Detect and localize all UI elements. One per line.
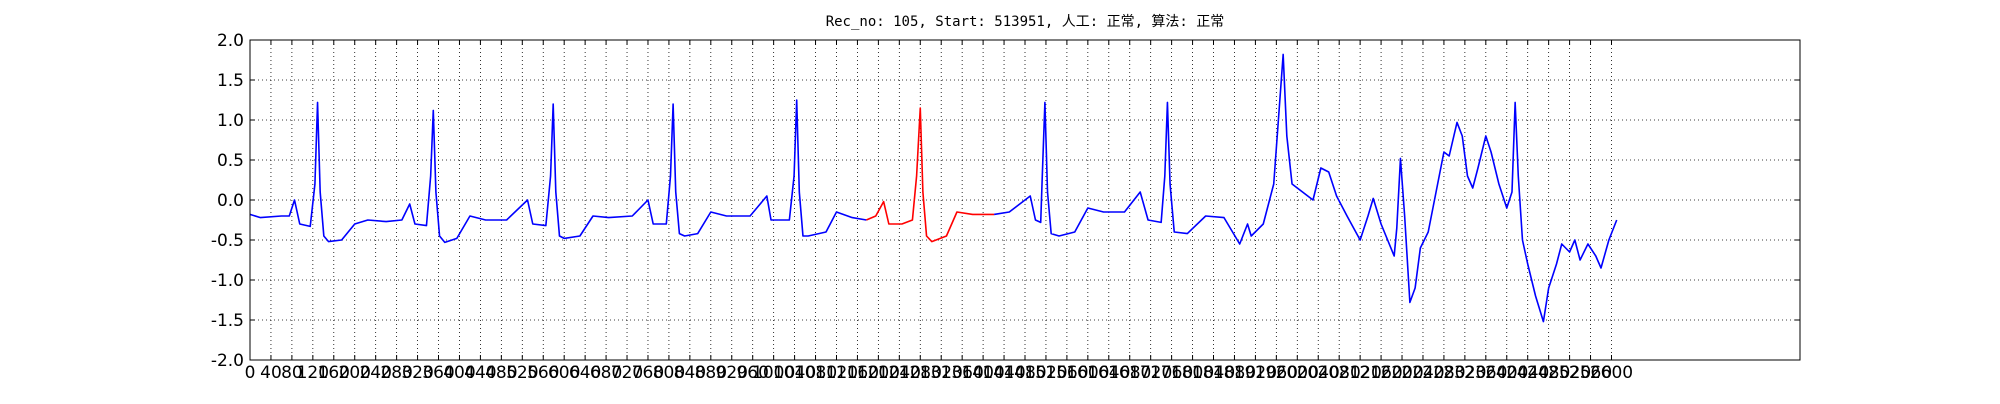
- x-tick-label: 2240: [1401, 363, 1444, 383]
- y-tick-label: 0.5: [217, 151, 244, 171]
- x-tick-label: 1160: [836, 363, 879, 383]
- x-tick-label: 2440: [1506, 363, 1549, 383]
- x-tick-label: 2360: [1464, 363, 1507, 383]
- y-tick-label: -1.0: [211, 271, 244, 291]
- x-tick-label: 560: [527, 363, 559, 383]
- x-tick-label: 2000: [1276, 363, 1319, 383]
- x-tick-label: 1200: [857, 363, 900, 383]
- x-tick-label: 2160: [1359, 363, 1402, 383]
- x-tick-label: 1760: [1150, 363, 1193, 383]
- x-tick-label: 1520: [1024, 363, 1067, 383]
- x-tick-label: 1360: [941, 363, 984, 383]
- x-tick-label: 1000: [752, 363, 795, 383]
- y-tick-label: 1.5: [217, 71, 244, 91]
- x-tick-label: 2320: [1443, 363, 1486, 383]
- x-tick-label: 40: [260, 363, 282, 383]
- x-tick-label: 1720: [1129, 363, 1172, 383]
- x-tick-label: 840: [674, 363, 706, 383]
- x-tick-label: 1640: [1087, 363, 1130, 383]
- x-tick-label: 440: [464, 363, 496, 383]
- x-tick-label: 120: [297, 363, 329, 383]
- x-tick-label: 280: [380, 363, 412, 383]
- x-tick-label: 920: [716, 363, 748, 383]
- y-tick-label: -2.0: [211, 351, 244, 371]
- y-tick-label: 2.0: [217, 31, 244, 51]
- x-tick-label: 400: [443, 363, 475, 383]
- ecg-line: [866, 107, 995, 243]
- x-tick-label: 1840: [1192, 363, 1235, 383]
- x-tick-label: 760: [632, 363, 664, 383]
- x-tick-label: 2040: [1297, 363, 1340, 383]
- x-tick-label: 1120: [815, 363, 858, 383]
- x-tick-label: 680: [590, 363, 622, 383]
- y-tick-label: 1.0: [217, 111, 244, 131]
- x-tick-label: 1800: [1171, 363, 1214, 383]
- x-tick-label: 880: [695, 363, 727, 383]
- y-tick-label: 0.0: [217, 191, 244, 211]
- x-tick-label: 2280: [1422, 363, 1465, 383]
- x-tick-label: 640: [569, 363, 601, 383]
- x-tick-label: 2200: [1380, 363, 1423, 383]
- x-tick-label: 1240: [878, 363, 921, 383]
- y-tick-label: -1.5: [211, 311, 244, 331]
- x-tick-label: 2400: [1485, 363, 1528, 383]
- x-tick-label: 2480: [1527, 363, 1570, 383]
- y-tick-label: -0.5: [211, 231, 244, 251]
- x-tick-label: 800: [653, 363, 685, 383]
- x-tick-label: 1040: [773, 363, 816, 383]
- x-tick-label: 520: [506, 363, 538, 383]
- x-tick-label: 1880: [1213, 363, 1256, 383]
- x-tick-label: 1080: [794, 363, 837, 383]
- x-tick-label: 0: [245, 363, 256, 383]
- plot-frame: [249, 39, 1801, 361]
- x-tick-label: 720: [611, 363, 643, 383]
- x-tick-label: 360: [422, 363, 454, 383]
- x-tick-label: 80: [281, 363, 303, 383]
- x-tick-label: 1400: [961, 363, 1004, 383]
- ecg-line: [249, 53, 1618, 323]
- x-tick-label: 160: [318, 363, 350, 383]
- x-tick-label: 2120: [1339, 363, 1382, 383]
- x-tick-label: 2560: [1569, 363, 1612, 383]
- x-tick-label: 2080: [1318, 363, 1361, 383]
- x-tick-label: 2600: [1590, 363, 1633, 383]
- x-tick-label: 320: [401, 363, 433, 383]
- chart-title: Rec_no: 105, Start: 513951, 人工: 正常, 算法: …: [826, 14, 1225, 30]
- x-tick-label: 1600: [1066, 363, 1109, 383]
- x-tick-label: 600: [548, 363, 580, 383]
- x-tick-label: 1960: [1255, 363, 1298, 383]
- x-tick-label: 1920: [1234, 363, 1277, 383]
- x-tick-label: 200: [339, 363, 371, 383]
- x-tick-label: 2520: [1548, 363, 1591, 383]
- x-tick-label: 1560: [1045, 363, 1088, 383]
- x-tick-label: 240: [359, 363, 391, 383]
- x-tick-label: 1280: [899, 363, 942, 383]
- x-tick-label: 960: [736, 363, 768, 383]
- x-tick-label: 1440: [982, 363, 1025, 383]
- x-tick-label: 1320: [920, 363, 963, 383]
- x-tick-label: 1680: [1108, 363, 1151, 383]
- x-tick-label: 1480: [1003, 363, 1046, 383]
- x-tick-label: 480: [485, 363, 517, 383]
